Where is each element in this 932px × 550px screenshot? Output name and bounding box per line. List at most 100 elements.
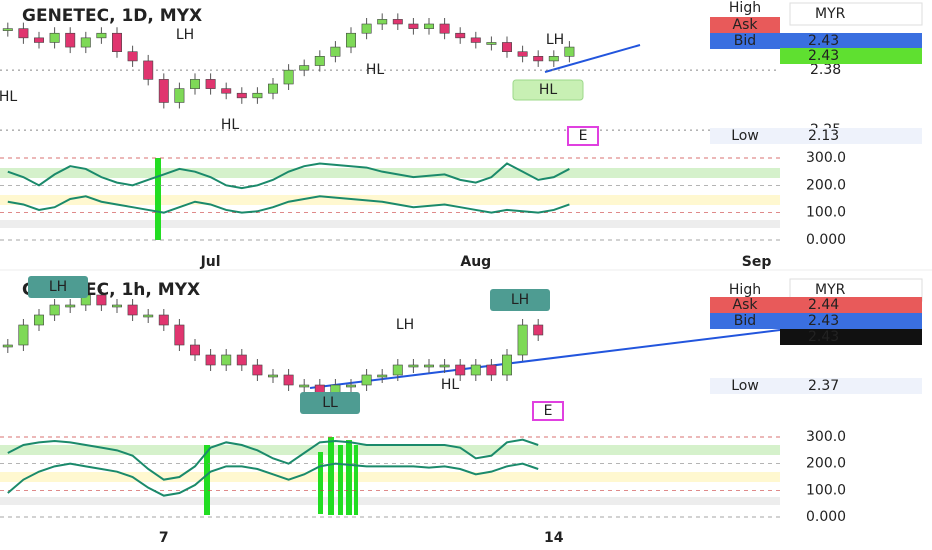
low-box — [710, 378, 780, 394]
candle — [392, 19, 403, 25]
ask_value-box — [780, 297, 922, 313]
candle — [283, 374, 294, 386]
candle — [112, 32, 122, 52]
band — [0, 472, 780, 482]
annotation-box — [490, 289, 550, 311]
currency: MYR — [815, 282, 846, 298]
candle — [252, 92, 263, 99]
signals — [204, 437, 358, 515]
candle — [517, 324, 528, 356]
candle — [236, 354, 247, 366]
low_value-value: 2.37 — [808, 378, 839, 394]
x-tick-label: 7 — [159, 530, 169, 546]
candle — [533, 56, 544, 62]
candle — [252, 364, 263, 376]
high-box — [710, 0, 780, 16]
candle — [174, 324, 185, 346]
candle — [299, 384, 310, 388]
candle — [158, 79, 169, 103]
low_value-box — [780, 128, 922, 144]
bid_value-box — [780, 33, 922, 49]
candle — [377, 19, 388, 25]
candle — [236, 92, 247, 99]
candle — [143, 314, 154, 318]
candle — [486, 42, 497, 45]
annotation: LH — [511, 292, 529, 308]
high-box — [710, 282, 780, 298]
annotation: HL — [221, 117, 240, 133]
bid-label: Bid — [734, 33, 756, 49]
candle — [205, 354, 216, 366]
bid-label: Bid — [734, 313, 756, 329]
candle — [205, 79, 216, 89]
candle — [455, 364, 466, 376]
candle — [330, 46, 341, 57]
candle — [408, 364, 419, 368]
candle — [65, 32, 76, 48]
ask-label: Ask — [733, 297, 759, 313]
candle — [346, 32, 356, 48]
bid_value-value: 2.43 — [808, 313, 839, 329]
annotation: LL — [322, 395, 338, 411]
candle — [377, 374, 388, 378]
candle — [424, 23, 434, 29]
candle — [470, 37, 481, 43]
annotation-box — [300, 392, 360, 414]
bid-box — [710, 33, 780, 49]
y-tick-label: 300.0 — [806, 429, 846, 445]
candle — [190, 344, 200, 356]
y-tick-label: 2.38 — [810, 62, 841, 78]
candle — [65, 304, 76, 308]
high-label: High — [729, 0, 761, 16]
annotation-box — [512, 79, 584, 101]
event: E — [544, 403, 553, 419]
candle — [299, 65, 310, 71]
annotation: HL — [539, 82, 558, 98]
candle — [112, 304, 122, 308]
annotation: HL — [366, 62, 385, 78]
candle — [283, 69, 294, 85]
low-box — [710, 128, 780, 144]
candle — [314, 56, 325, 66]
last-box — [780, 329, 922, 345]
candle — [361, 23, 372, 34]
low-label: Low — [731, 378, 759, 394]
band — [0, 497, 780, 505]
ask-label: Ask — [733, 17, 759, 33]
last-value: 2.43 — [808, 48, 839, 64]
candle — [221, 88, 232, 94]
candle — [502, 42, 512, 52]
candle — [439, 364, 450, 368]
annotation: HL — [441, 377, 460, 393]
y-tick-label: 200.0 — [806, 177, 846, 193]
candle — [2, 344, 13, 348]
y-tick-label: 100.0 — [806, 205, 846, 221]
candle — [392, 364, 403, 376]
candle — [49, 32, 60, 43]
candle — [268, 374, 278, 378]
y-tick-label: 100.0 — [806, 482, 846, 498]
band — [0, 445, 780, 455]
candle — [190, 79, 200, 89]
candle — [502, 354, 512, 376]
candle — [158, 314, 169, 326]
candle — [346, 384, 356, 388]
low_value-value: 2.13 — [808, 128, 839, 144]
candle — [18, 28, 29, 39]
band — [0, 195, 780, 205]
candle — [470, 364, 481, 376]
event: E — [579, 128, 588, 144]
x-tick-label: Sep — [742, 254, 772, 270]
x-tick-label: Jul — [200, 254, 221, 270]
y-tick-label: 300.0 — [806, 150, 846, 166]
candle — [34, 314, 44, 326]
x-tick-label: 14 — [544, 530, 564, 546]
x-tick-label: Aug — [460, 254, 491, 270]
candle — [361, 374, 372, 386]
annotation: LH — [396, 317, 414, 333]
indicator-line — [7, 195, 570, 214]
indicator-line — [7, 438, 539, 481]
candle — [127, 304, 138, 316]
candle — [127, 51, 138, 62]
